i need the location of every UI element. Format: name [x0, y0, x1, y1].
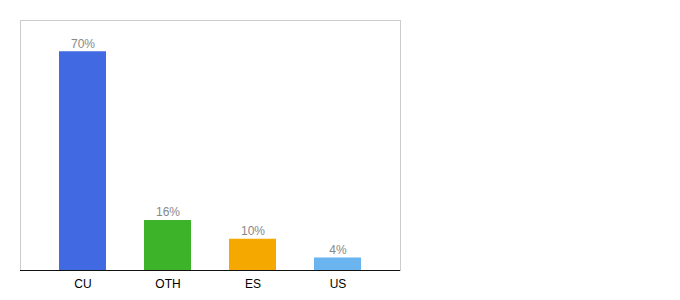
svg-text:70%: 70%	[71, 37, 95, 51]
svg-text:4%: 4%	[329, 243, 347, 257]
svg-text:10%: 10%	[241, 224, 265, 238]
svg-text:16%: 16%	[156, 205, 180, 219]
svg-text:ES: ES	[245, 277, 261, 291]
svg-text:CU: CU	[74, 277, 91, 291]
svg-text:US: US	[330, 277, 347, 291]
svg-text:OTH: OTH	[155, 277, 180, 291]
